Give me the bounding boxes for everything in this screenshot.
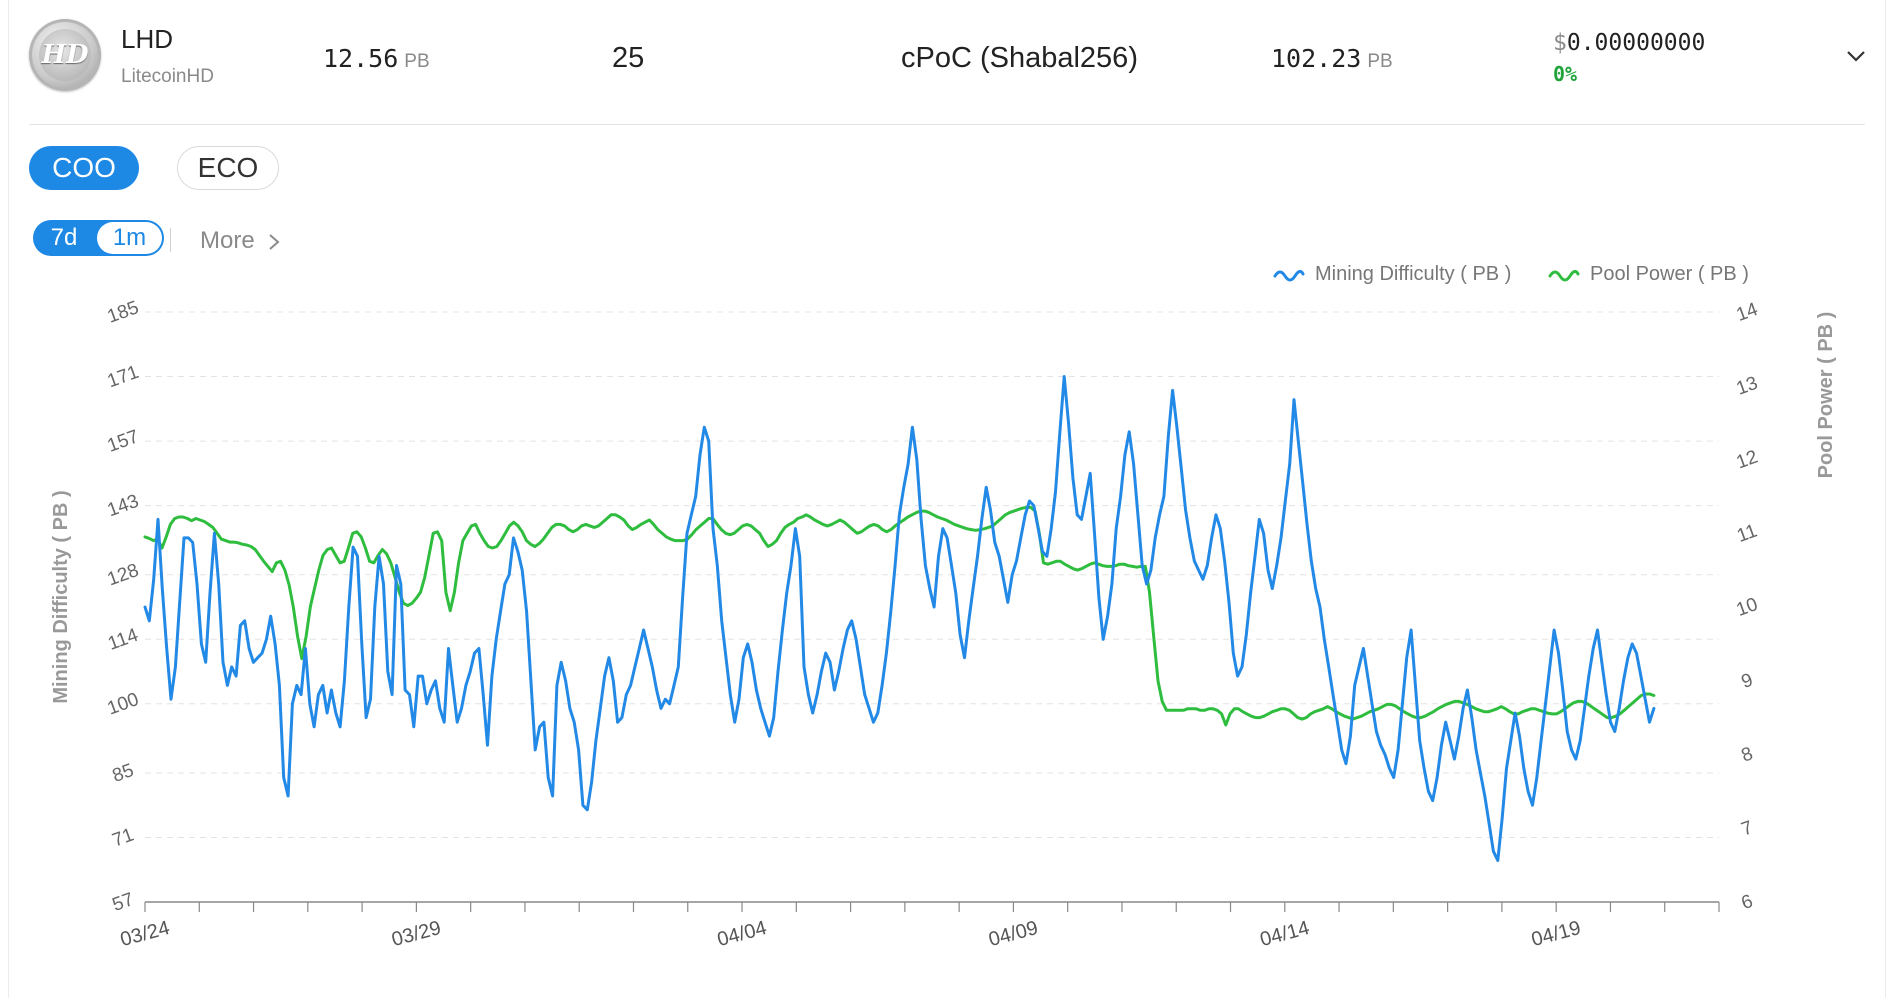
- difficulty-unit: PB: [1367, 51, 1393, 72]
- y-left-tick-label: 171: [105, 362, 142, 393]
- x-tick-label: 04/09: [986, 917, 1040, 951]
- difficulty-pool-chart: 57 71 85 100 114 128 143 157 171 185 6 7 8 9 10 11 12 13 1…: [50, 263, 1837, 951]
- y-left-tick-label: 114: [105, 625, 141, 655]
- coin-header[interactable]: HD LHD LitecoinHD 12.56 PB 25 cPoC (Shaba…: [9, 0, 1885, 124]
- algorithm-stat: cPoC (Shabal256): [901, 42, 1138, 74]
- y-right-tick-label: 9: [1739, 670, 1756, 693]
- x-tick-label: 04/04: [715, 917, 769, 951]
- y-right-axis-title: Pool Power ( PB ): [1815, 312, 1837, 479]
- mining-difficulty-line: [143, 375, 1656, 862]
- price-change: 0%: [1553, 62, 1578, 86]
- legend-mining-difficulty: Mining Difficulty ( PB ): [1315, 263, 1511, 285]
- y-right-tick-label: 6: [1739, 891, 1756, 914]
- coin-full-name: LitecoinHD: [121, 66, 214, 87]
- range-1m[interactable]: 1m: [97, 222, 162, 254]
- coin-card: HD LHD LitecoinHD 12.56 PB 25 cPoC (Shaba…: [8, 0, 1886, 998]
- net-power-stat: 12.56 PB: [323, 44, 430, 73]
- y-right-tick-label: 13: [1734, 373, 1761, 400]
- y-left-tick-label: 100: [105, 689, 142, 720]
- y-left-tick-label: 71: [110, 824, 137, 851]
- coin-logo: HD: [29, 19, 101, 91]
- y-right-tick-label: 11: [1734, 520, 1760, 546]
- net-power-unit: PB: [404, 51, 430, 72]
- price-value: 0.00000000: [1566, 30, 1706, 56]
- y-right-tick-label: 14: [1734, 299, 1761, 326]
- chevron-right-icon[interactable]: [267, 233, 281, 251]
- legend-mining-difficulty-icon: [1273, 269, 1305, 282]
- y-left-tick-label: 85: [110, 760, 137, 787]
- price-currency: $: [1553, 30, 1567, 56]
- more-link[interactable]: More: [200, 227, 255, 254]
- x-tick-label: 04/19: [1529, 917, 1583, 951]
- y-left-tick-label: 143: [105, 491, 142, 522]
- net-power-value: 12.56: [323, 44, 399, 73]
- y-right-tick-label: 8: [1739, 743, 1756, 766]
- price-stat: $0.00000000: [1553, 30, 1705, 56]
- y-left-tick-label: 128: [105, 560, 142, 591]
- range-toggle: 7d 1m: [33, 220, 164, 256]
- difficulty-stat: 102.23 PB: [1271, 44, 1393, 73]
- range-divider: [170, 228, 171, 252]
- range-7d[interactable]: 7d: [50, 224, 78, 251]
- x-tick-label: 03/24: [118, 917, 172, 951]
- y-left-tick-label: 157: [105, 426, 142, 457]
- tab-eco[interactable]: ECO: [177, 146, 279, 190]
- y-left-tick-label: 57: [110, 889, 137, 916]
- legend-pool-power: Pool Power ( PB ): [1590, 263, 1749, 285]
- coin-symbol: LHD: [121, 24, 174, 54]
- y-right-tick-label: 12: [1734, 446, 1761, 473]
- count-stat: 25: [612, 42, 645, 74]
- tab-coo[interactable]: COO: [29, 146, 139, 190]
- x-tick-label: 04/14: [1258, 917, 1312, 951]
- chevron-down-icon[interactable]: [1845, 45, 1867, 67]
- difficulty-value: 102.23: [1271, 44, 1362, 73]
- x-tick-label: 03/29: [389, 917, 443, 951]
- y-left-axis-title: Mining Difficulty ( PB ): [50, 490, 72, 703]
- coin-logo-mark: HD: [39, 29, 91, 81]
- header-divider: [29, 124, 1865, 125]
- y-right-tick-label: 10: [1734, 594, 1761, 621]
- y-left-tick-label: 185: [105, 297, 142, 328]
- y-right-tick-label: 7: [1739, 817, 1756, 840]
- legend-pool-power-icon: [1548, 269, 1580, 282]
